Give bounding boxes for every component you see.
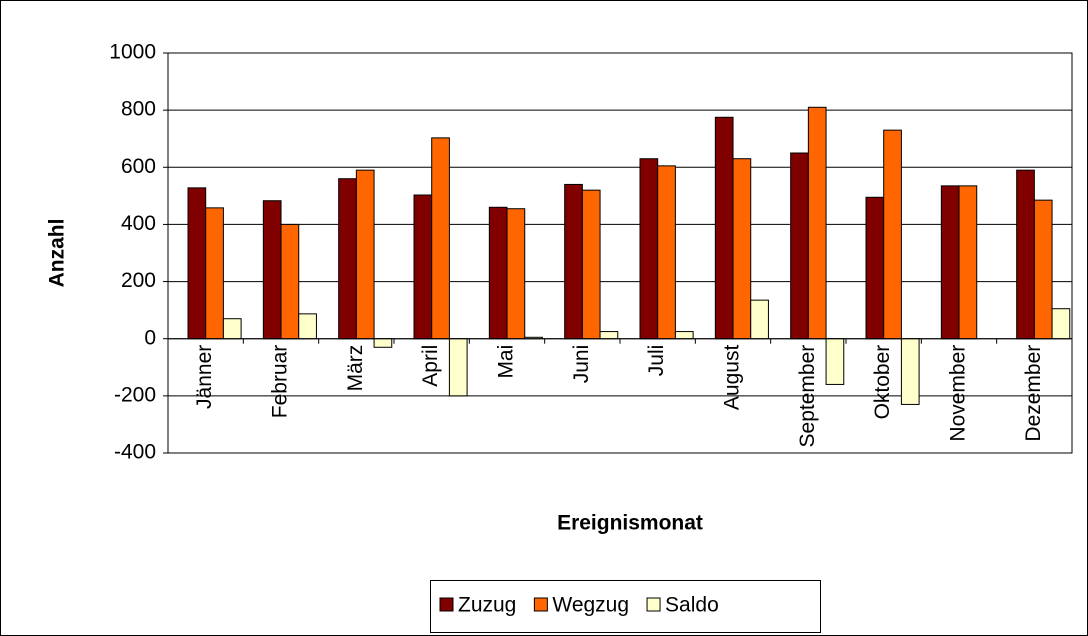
bar [790, 152, 809, 340]
x-tick-label: September [796, 345, 819, 448]
bar [1051, 308, 1071, 340]
legend-swatch [439, 597, 454, 612]
x-axis-title: Ereignismonat [557, 512, 703, 535]
bar [657, 165, 676, 340]
x-tick-label: Oktober [871, 345, 894, 420]
x-tick-label: März [344, 345, 367, 392]
y-tick-label: 1000 [109, 41, 156, 64]
y-tick-label: 200 [121, 269, 156, 292]
bar [413, 194, 433, 340]
bar [639, 158, 659, 340]
y-tick-label: -200 [114, 383, 156, 406]
bar [448, 338, 468, 397]
bar [431, 137, 450, 340]
y-axis-title: Anzahl [46, 219, 69, 288]
x-tick-label: Jänner [193, 345, 216, 409]
bar [714, 116, 734, 340]
y-tick-label: 800 [121, 98, 156, 121]
bar [883, 129, 902, 340]
y-tick-label: -400 [114, 441, 156, 464]
x-tick-label: Dezember [1022, 345, 1045, 442]
legend-label: Saldo [665, 594, 719, 617]
legend-swatch [646, 597, 661, 612]
bar [750, 299, 769, 340]
legend-swatch [533, 597, 548, 612]
bar [488, 206, 508, 340]
bar [674, 331, 694, 340]
legend-box [430, 580, 821, 633]
x-tick-label: August [721, 345, 744, 411]
x-tick-label: Februar [269, 345, 292, 419]
bar [373, 338, 393, 348]
bar [940, 185, 960, 340]
bar [1033, 199, 1053, 340]
bar [958, 185, 978, 340]
bar [564, 183, 583, 340]
x-tick-label: April [419, 345, 442, 387]
bar [298, 313, 317, 340]
legend-label: Zuzug [458, 594, 516, 617]
bar [1016, 169, 1035, 340]
x-tick-label: Juni [570, 345, 593, 384]
plot-area [167, 52, 1073, 454]
x-tick-label: Mai [495, 345, 518, 379]
bar [262, 200, 282, 340]
bar [187, 187, 207, 340]
bar [732, 158, 752, 340]
bar [280, 223, 300, 340]
bar [599, 331, 619, 340]
y-tick-label: 600 [121, 155, 156, 178]
legend-label: Wegzug [552, 594, 629, 617]
bar [355, 169, 375, 340]
bar [825, 338, 845, 385]
y-tick-label: 400 [121, 212, 156, 235]
bar [506, 208, 526, 340]
bar [222, 318, 242, 340]
bar [807, 106, 827, 340]
bar [900, 338, 920, 405]
bar [581, 189, 601, 340]
bar [865, 196, 885, 340]
bar [205, 207, 224, 340]
x-tick-label: Juli [645, 345, 668, 377]
x-tick-label: November [947, 345, 970, 442]
y-tick-label: 0 [144, 326, 156, 349]
bar [338, 178, 357, 340]
